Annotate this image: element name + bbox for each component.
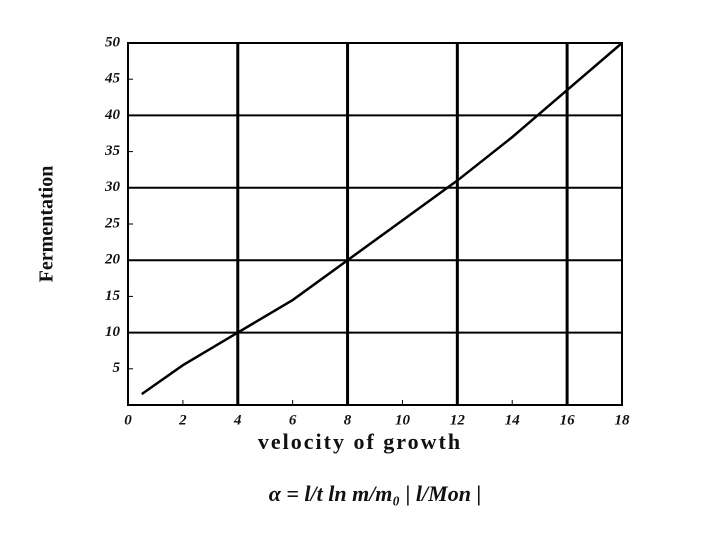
x-tick-label: 18 (615, 412, 631, 428)
formula: α = l/t ln m/m₀ | l/Mon | (269, 481, 482, 506)
x-tick-label: 6 (289, 412, 297, 428)
y-tick-label: 45 (104, 71, 121, 87)
x-axis-label: velocity of growth (258, 429, 462, 454)
y-axis-label: Fermentation (36, 166, 58, 283)
y-tick-label: 5 (113, 360, 121, 376)
x-tick-label: 10 (395, 412, 411, 428)
data-line (141, 42, 623, 396)
x-tick-label: 12 (450, 412, 466, 428)
x-tick-label: 8 (344, 412, 352, 428)
x-tick-label: 4 (233, 412, 242, 428)
y-tick-label: 30 (104, 179, 121, 195)
x-tick-label: 14 (505, 412, 521, 428)
y-tick-label: 50 (105, 34, 121, 50)
y-tick-label: 10 (105, 324, 121, 340)
y-tick-label: 40 (104, 107, 121, 123)
plot-frame (127, 42, 623, 406)
y-tick-label: 25 (104, 215, 121, 231)
x-tick-label: 16 (560, 412, 576, 428)
x-tick-label: 0 (124, 412, 132, 428)
y-tick-label: 35 (104, 143, 121, 159)
y-tick-label: 15 (105, 288, 121, 304)
x-tick-label: 2 (178, 412, 187, 428)
y-tick-label: 20 (104, 252, 121, 268)
